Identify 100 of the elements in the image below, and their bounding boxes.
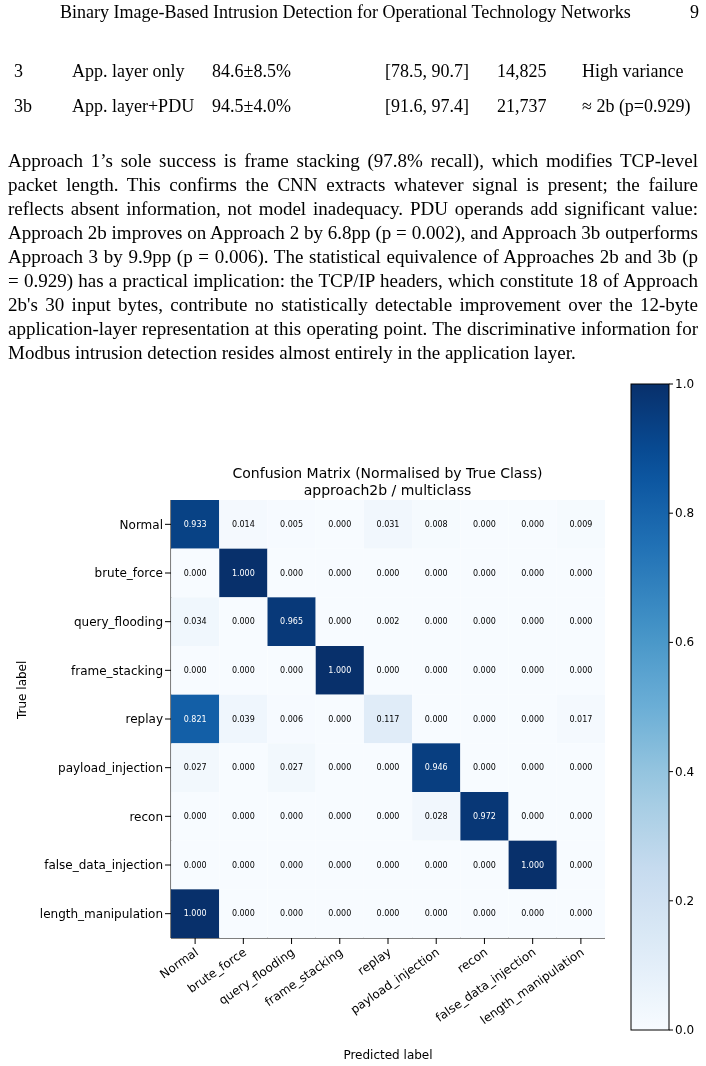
data-label: 0.000	[280, 909, 304, 919]
data-label: 0.006	[280, 714, 304, 724]
y-tick-label: false_data_injection	[44, 858, 163, 873]
data-label: 0.034	[183, 617, 207, 627]
text: 9	[690, 2, 699, 23]
data-label: 0.000	[376, 811, 400, 821]
data-label: 0.000	[521, 519, 545, 529]
data-label: 0.017	[569, 714, 593, 724]
data-label: 0.000	[569, 909, 593, 919]
text: ≈ 2b (p=0.929)	[582, 96, 691, 117]
data-label: 0.014	[231, 519, 255, 529]
data-label: 0.002	[376, 617, 400, 627]
color-bar-label: 1.0	[675, 377, 695, 391]
data-label: 0.000	[328, 763, 352, 773]
color-bar-label: 0.8	[675, 506, 695, 521]
data-label: 0.000	[328, 714, 352, 724]
data-label: 0.005	[280, 519, 304, 529]
data-label: 0.000	[569, 665, 593, 675]
data-label: 0.000	[280, 860, 304, 870]
data-label: 0.946	[424, 763, 448, 773]
data-label: 0.000	[521, 568, 545, 578]
data-label: 0.000	[183, 665, 207, 675]
data-label: 0.000	[231, 811, 255, 821]
data-label: 0.000	[231, 617, 255, 627]
data-label: 0.000	[280, 568, 304, 578]
data-label: 0.000	[521, 714, 545, 724]
data-label: 0.000	[521, 617, 545, 627]
data-label: 0.000	[472, 860, 496, 870]
text: App. layer+PDU	[72, 96, 195, 117]
data-label: 0.000	[521, 909, 545, 919]
y-tick-label: frame_stacking	[71, 663, 163, 678]
data-label: 0.028	[424, 811, 448, 821]
text: High variance	[582, 61, 684, 82]
data-label: 0.000	[424, 617, 448, 627]
chart-title: Confusion Matrix (Normalised by True Class)	[231, 465, 544, 482]
data-label: 0.000	[424, 860, 448, 870]
text: 3b	[14, 96, 32, 117]
text: Approach 1’s sole success is frame stacking (97.8% recall), which modifies TCP-level packet length. This confirms the CNN extracts whatever signal is present; the failure reflects absent information, not model inadequacy. PDU operands add significant value: Approach 2b improves on Approach 2 by 6.8pp (p = 0.002), and Approach 3b outperforms Approach 3 by 9.9pp (p = 0.006). The statistical equivalence of Approaches 2b and 3b (p = 0.929) has a practical implication: the TCP/IP headers, which constitute 18 of Approach 2b's 30 input bytes, contribute no statistically detectable improvement over the 12-byte application-layer representation at this operating point. The discriminative information for Modbus intrusion detection resides almost entirely in the application layer.	[8, 150, 698, 363]
data-label: 0.000	[183, 811, 207, 821]
text: 3	[14, 61, 23, 82]
data-label: 0.000	[472, 909, 496, 919]
data-label: 0.000	[424, 714, 448, 724]
color-bar-label: 0.6	[675, 635, 695, 650]
data-label: 0.039	[231, 714, 255, 724]
data-label: 0.933	[183, 519, 207, 529]
data-label: 0.965	[280, 617, 304, 627]
data-label: 0.000	[424, 909, 448, 919]
data-label: 0.000	[424, 665, 448, 675]
data-label: 0.000	[231, 763, 255, 773]
data-label: 0.000	[376, 909, 400, 919]
data-label: 0.000	[376, 665, 400, 675]
data-label: 0.000	[569, 568, 593, 578]
text: [78.5, 90.7]	[385, 61, 469, 82]
data-label: 0.027	[183, 763, 207, 773]
data-label: 0.031	[376, 519, 400, 529]
data-label: 0.000	[472, 763, 496, 773]
y-tick-label: length_manipulation	[39, 906, 163, 921]
data-label: 0.000	[521, 763, 545, 773]
y-tick-label: recon	[129, 809, 163, 824]
data-label: 0.000	[231, 860, 255, 870]
data-label: 0.000	[569, 860, 593, 870]
data-label: 0.000	[569, 617, 593, 627]
data-label: 0.000	[472, 617, 496, 627]
data-label: 0.000	[231, 665, 255, 675]
data-label: 0.000	[569, 811, 593, 821]
data-label: 1.000	[183, 909, 207, 919]
data-label: 0.000	[328, 860, 352, 870]
data-label: 0.000	[376, 860, 400, 870]
y-tick-label: payload_injection	[58, 760, 163, 775]
data-label: 0.000	[183, 568, 207, 578]
color-bar-label: 0.4	[675, 764, 695, 779]
text: 94.5±4.0%	[212, 96, 291, 117]
text: App. layer only	[72, 61, 185, 82]
data-label: 1.000	[521, 860, 545, 870]
y-tick-label: query_flooding	[73, 614, 163, 629]
y-axis-title: True label	[15, 660, 30, 720]
text: 14,825	[497, 61, 547, 82]
data-label: 0.000	[328, 617, 352, 627]
data-label: 0.000	[472, 568, 496, 578]
text: 84.6±8.5%	[212, 61, 291, 82]
data-label: 0.117	[376, 714, 400, 724]
y-tick-label: brute_force	[94, 566, 163, 581]
text: 21,737	[497, 96, 547, 117]
data-label: 0.027	[280, 763, 304, 773]
data-label: 0.000	[472, 714, 496, 724]
data-label: 0.000	[328, 909, 352, 919]
text: Binary Image-Based Intrusion Detection for Operational Technology Networks	[60, 2, 631, 23]
data-label: 0.000	[231, 909, 255, 919]
x-axis-title: Predicted label	[343, 1048, 433, 1062]
data-label: 0.000	[376, 568, 400, 578]
data-label: 0.000	[521, 665, 545, 675]
data-label: 0.000	[569, 763, 593, 773]
data-label: 0.000	[280, 811, 304, 821]
data-label: 0.821	[183, 714, 207, 724]
data-label: 0.000	[472, 665, 496, 675]
data-label: 0.000	[376, 763, 400, 773]
data-label: 0.000	[280, 665, 304, 675]
data-label: 0.000	[472, 519, 496, 529]
data-label: 1.000	[328, 665, 352, 675]
data-label: 0.008	[424, 519, 448, 529]
